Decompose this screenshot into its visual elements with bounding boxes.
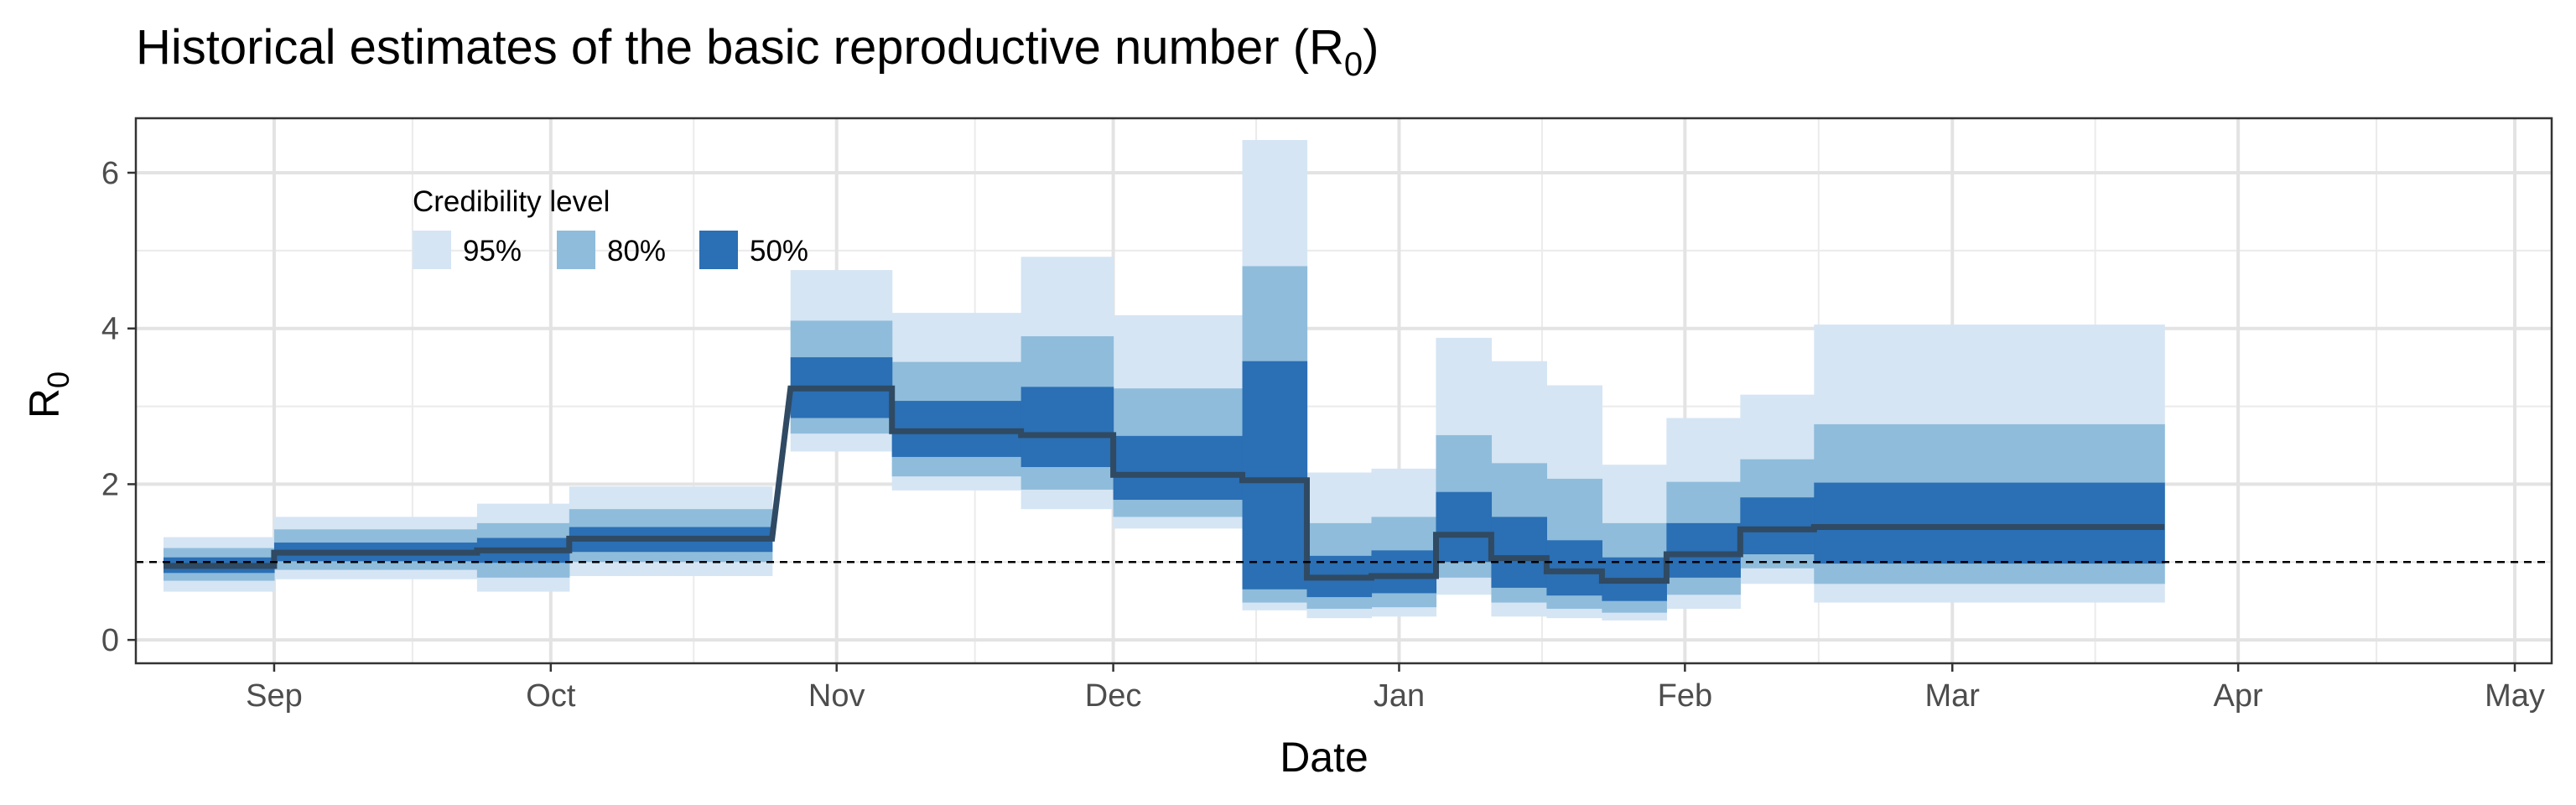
legend: Credibility level 95% 80% 50% — [413, 185, 808, 269]
legend-label: 95% — [463, 235, 522, 267]
x-axis: Sep Oct Nov Dec Jan Feb Mar Apr May — [246, 663, 2545, 714]
legend-swatch — [413, 231, 451, 269]
band-50-segment — [1814, 482, 2165, 564]
band-50-segment — [1740, 497, 1815, 554]
band-50-segment — [1242, 361, 1308, 589]
x-tick-label: Apr — [2214, 678, 2263, 714]
band-50-segment — [1021, 387, 1114, 467]
legend-swatch — [699, 231, 738, 269]
x-tick-label: Feb — [1658, 678, 1712, 714]
x-axis-label: Date — [1280, 734, 1368, 781]
plot-panel-border — [134, 117, 2553, 665]
legend-label: 80% — [607, 235, 666, 267]
y-axis-label: R0 — [21, 371, 75, 418]
x-tick-label: Oct — [526, 678, 576, 714]
band-50-segment — [1113, 435, 1244, 500]
legend-label: 50% — [750, 235, 808, 267]
x-tick-label: Nov — [808, 678, 865, 714]
band-50-segment — [1491, 517, 1548, 588]
median-line — [164, 385, 2165, 584]
legend-swatch — [557, 231, 595, 269]
x-tick-label: Sep — [246, 678, 303, 714]
y-tick-label: 6 — [101, 156, 119, 191]
band-50-segment — [1436, 491, 1493, 563]
y-tick-label: 2 — [101, 467, 119, 502]
x-tick-label: Dec — [1085, 678, 1142, 714]
x-tick-label: May — [2485, 678, 2545, 714]
legend-title: Credibility level — [413, 185, 610, 218]
chart-title: Historical estimates of the basic reprod… — [136, 20, 1379, 83]
band-50-segment — [1666, 522, 1741, 578]
x-tick-label: Jan — [1374, 678, 1425, 714]
y-axis: 0 2 4 6 — [101, 156, 136, 658]
y-tick-label: 0 — [101, 623, 119, 658]
band-50-segment — [1371, 550, 1437, 594]
y-tick-label: 4 — [101, 312, 119, 347]
band-50-segment — [1546, 540, 1602, 596]
x-tick-label: Mar — [1925, 678, 1981, 714]
